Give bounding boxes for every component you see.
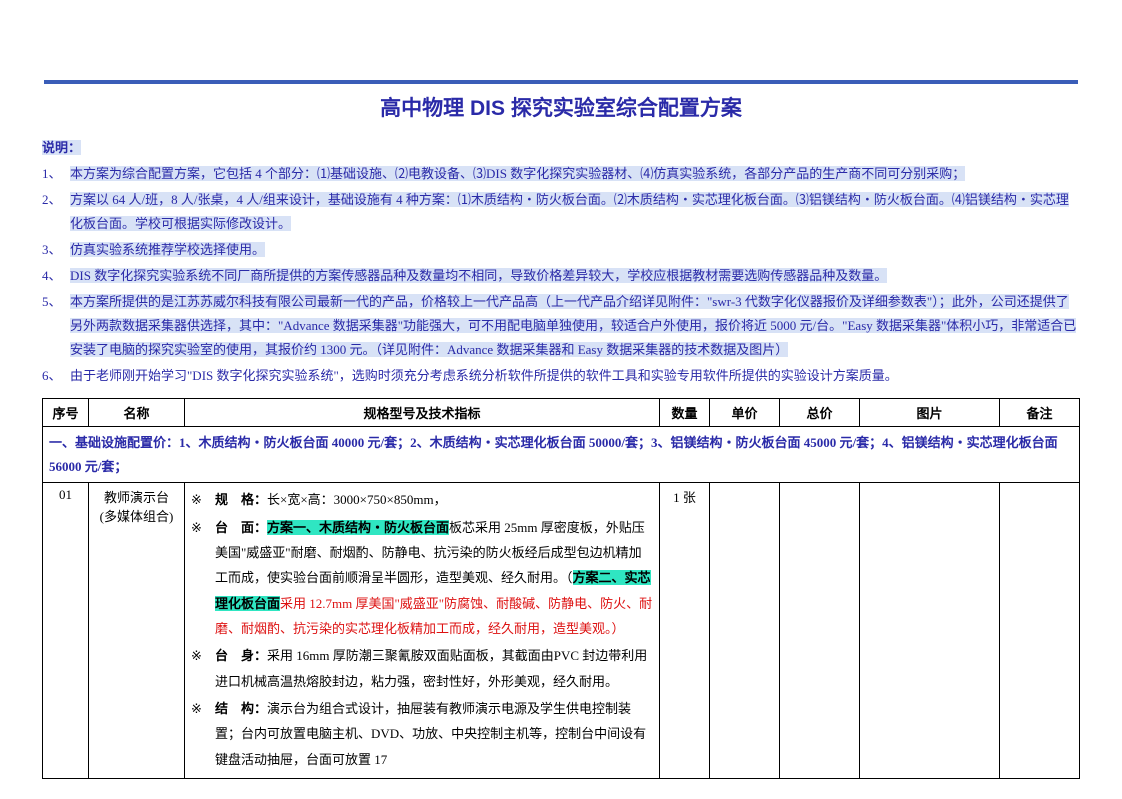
th-qty: 数量	[660, 399, 710, 427]
note-row: 6、由于老师刚开始学习"DIS 数字化探究实验系统"，选购时须充分考虑系统分析软…	[42, 364, 1080, 388]
section-heading-row: 一、基础设施配置价：1、木质结构・防火板台面 40000 元/套；2、木质结构・…	[43, 427, 1080, 483]
cell-note	[1000, 483, 1080, 779]
note-number: 6、	[42, 364, 70, 388]
note-number: 2、	[42, 188, 70, 212]
note-text: 方案以 64 人/班，8 人/张桌，4 人/组来设计，基础设施有 4 种方案：⑴…	[70, 188, 1080, 236]
note-number: 3、	[42, 238, 70, 262]
note-row: 1、本方案为综合配置方案，它包括 4 个部分：⑴基础设施、⑵电教设备、⑶DIS …	[42, 162, 1080, 186]
spec-item: ※规 格：长×宽×高：3000×750×850mm，	[191, 487, 653, 512]
note-row: 5、本方案所提供的是江苏苏威尔科技有限公司最新一代的产品，价格较上一代产品高（上…	[42, 290, 1080, 362]
table-header-row: 序号 名称 规格型号及技术指标 数量 单价 总价 图片 备注	[43, 399, 1080, 427]
notes-section: 说明： 1、本方案为综合配置方案，它包括 4 个部分：⑴基础设施、⑵电教设备、⑶…	[42, 136, 1080, 388]
note-row: 3、仿真实验系统推荐学校选择使用。	[42, 238, 1080, 262]
th-spec: 规格型号及技术指标	[185, 399, 660, 427]
note-text: 本方案为综合配置方案，它包括 4 个部分：⑴基础设施、⑵电教设备、⑶DIS 数字…	[70, 162, 1080, 186]
spec-item: ※台 身：采用 16mm 厚防潮三聚氰胺双面贴面板，其截面由PVC 封边带利用进…	[191, 643, 653, 694]
th-seq: 序号	[43, 399, 89, 427]
header-bar	[44, 80, 1078, 84]
note-row: 2、方案以 64 人/班，8 人/张桌，4 人/组来设计，基础设施有 4 种方案…	[42, 188, 1080, 236]
table-row: 01 教师演示台(多媒体组合) ※规 格：长×宽×高：3000×750×850m…	[43, 483, 1080, 779]
cell-seq: 01	[43, 483, 89, 779]
cell-qty: 1 张	[660, 483, 710, 779]
th-note: 备注	[1000, 399, 1080, 427]
cell-spec: ※规 格：长×宽×高：3000×750×850mm， ※台 面：方案一、木质结构・…	[185, 483, 660, 779]
note-number: 5、	[42, 290, 70, 314]
cell-total	[780, 483, 860, 779]
note-number: 4、	[42, 264, 70, 288]
note-text: DIS 数字化探究实验系统不同厂商所提供的方案传感器品种及数量均不相同，导致价格…	[70, 264, 1080, 288]
doc-title: 高中物理 DIS 探究实验室综合配置方案	[42, 92, 1080, 122]
th-total: 总价	[780, 399, 860, 427]
th-img: 图片	[860, 399, 1000, 427]
th-name: 名称	[89, 399, 185, 427]
note-row: 4、DIS 数字化探究实验系统不同厂商所提供的方案传感器品种及数量均不相同，导致…	[42, 264, 1080, 288]
spec-item: ※结 构：演示台为组合式设计，抽屉装有教师演示电源及学生供电控制装置；台内可放置…	[191, 696, 653, 772]
title-text: 高中物理 DIS 探究实验室综合配置方案	[380, 97, 742, 120]
note-text: 本方案所提供的是江苏苏威尔科技有限公司最新一代的产品，价格较上一代产品高（上一代…	[70, 290, 1080, 362]
cell-price	[710, 483, 780, 779]
cell-img	[860, 483, 1000, 779]
note-number: 1、	[42, 162, 70, 186]
spec-item: ※台 面：方案一、木质结构・防火板台面板芯采用 25mm 厚密度板，外贴压美国"…	[191, 515, 653, 642]
notes-label: 说明：	[42, 140, 81, 155]
section-heading-text: 一、基础设施配置价：1、木质结构・防火板台面 40000 元/套；2、木质结构・…	[43, 427, 1080, 483]
note-text: 仿真实验系统推荐学校选择使用。	[70, 238, 1080, 262]
note-text: 由于老师刚开始学习"DIS 数字化探究实验系统"，选购时须充分考虑系统分析软件所…	[70, 364, 1080, 388]
cell-name: 教师演示台(多媒体组合)	[89, 483, 185, 779]
config-table: 序号 名称 规格型号及技术指标 数量 单价 总价 图片 备注 一、基础设施配置价…	[42, 398, 1080, 779]
th-price: 单价	[710, 399, 780, 427]
